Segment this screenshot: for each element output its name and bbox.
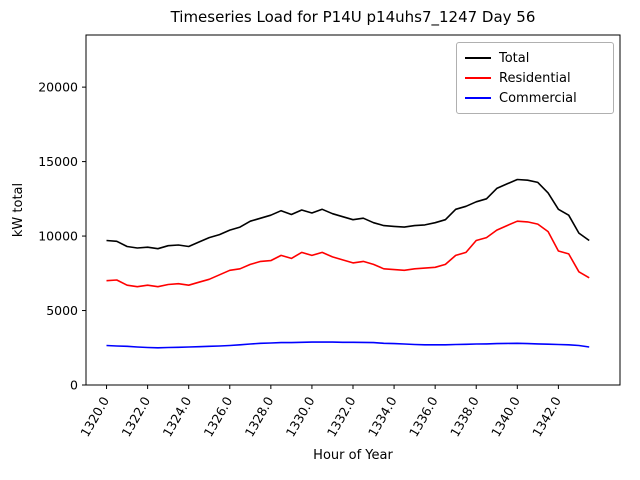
legend-entry-commercial: Commercial [465, 88, 605, 108]
x-tick-label: 1338.0 [447, 394, 482, 439]
legend-entry-residential: Residential [465, 68, 605, 88]
x-tick-label: 1328.0 [242, 394, 277, 439]
commercial-series-line [106, 341, 590, 349]
x-tick-label: 1340.0 [488, 394, 523, 439]
legend-label-total: Total [499, 50, 530, 66]
legend: Total Residential Commercial [456, 42, 614, 114]
chart-title: Timeseries Load for P14U p14uhs7_1247 Da… [170, 8, 536, 27]
y-tick-label: 20000 [38, 80, 78, 95]
legend-label-residential: Residential [499, 70, 571, 86]
residential-series-line [106, 220, 590, 288]
x-tick-label: 1332.0 [324, 394, 359, 439]
legend-line-total [465, 57, 491, 59]
x-tick-label: 1324.0 [159, 394, 194, 439]
y-axis-label: kW total [11, 183, 26, 237]
total-series-line [106, 178, 590, 250]
y-tick-label: 0 [70, 378, 78, 393]
legend-entry-total: Total [465, 48, 605, 68]
legend-line-residential [465, 77, 491, 79]
y-tick-label: 10000 [38, 229, 78, 244]
y-tick-label: 15000 [38, 154, 78, 169]
legend-line-commercial [465, 97, 491, 99]
x-tick-label: 1334.0 [365, 394, 400, 439]
x-tick-label: 1330.0 [283, 394, 318, 439]
x-axis-label: Hour of Year [313, 448, 393, 463]
axes-frame [85, 34, 621, 386]
y-tick-label: 5000 [46, 303, 78, 318]
legend-label-commercial: Commercial [499, 90, 577, 106]
x-tick-label: 1322.0 [118, 394, 153, 439]
x-tick-label: 1320.0 [77, 394, 112, 439]
x-tick-label: 1342.0 [529, 394, 564, 439]
x-tick-label: 1326.0 [201, 394, 236, 439]
x-tick-label: 1336.0 [406, 394, 441, 439]
